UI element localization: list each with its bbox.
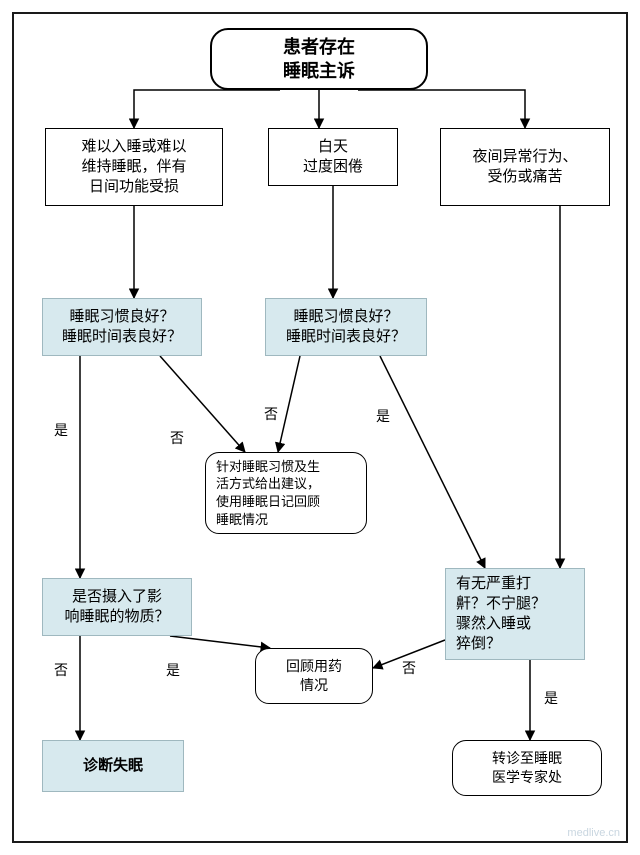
edge-label: 是	[376, 406, 390, 426]
edge-label: 否	[170, 428, 184, 448]
node-n_q3: 是否摄入了影响睡眠的物质？	[42, 578, 192, 636]
node-n_q1: 睡眠习惯良好？睡眠时间表良好？	[42, 298, 202, 356]
node-n_refer: 转诊至睡眠医学专家处	[452, 740, 602, 796]
edge-label: 是	[166, 660, 180, 680]
node-n_start: 患者存在睡眠主诉	[210, 28, 428, 90]
edge-label: 否	[402, 658, 416, 678]
node-n_advice: 针对睡眠习惯及生活方式给出建议，使用睡眠日记回顾睡眠情况	[205, 452, 367, 534]
node-n_q4: 有无严重打鼾？不宁腿？骤然入睡或猝倒？	[445, 568, 585, 660]
node-n_top1: 难以入睡或难以维持睡眠，伴有日间功能受损	[45, 128, 223, 206]
node-n_dx: 诊断失眠	[42, 740, 184, 792]
edge-label: 是	[54, 420, 68, 440]
node-n_q2: 睡眠习惯良好？睡眠时间表良好？	[265, 298, 427, 356]
edge-label: 否	[54, 660, 68, 680]
node-n_review: 回顾用药情况	[255, 648, 373, 704]
edge-label: 否	[264, 404, 278, 424]
node-n_top2: 白天过度困倦	[268, 128, 398, 186]
node-n_top3: 夜间异常行为、受伤或痛苦	[440, 128, 610, 206]
watermark: medlive.cn	[567, 827, 620, 839]
edge-label: 是	[544, 688, 558, 708]
